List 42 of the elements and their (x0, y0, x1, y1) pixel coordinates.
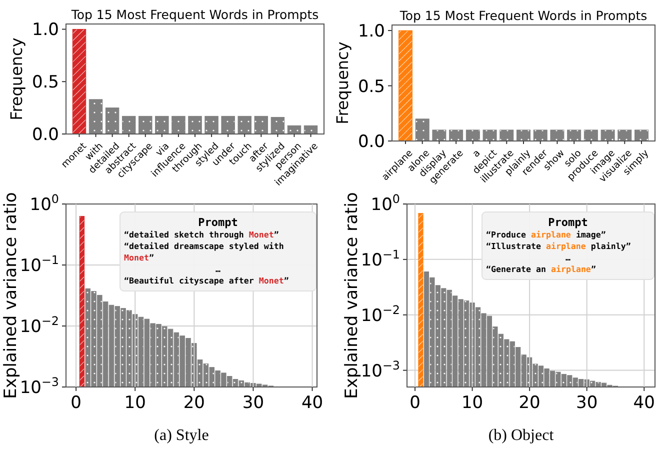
y-axis-title: Explained variance ratio (342, 192, 362, 399)
y-tick-label: 10$^{−2}$ (20, 314, 59, 337)
y-tick-label: 10$^{0}$ (30, 192, 59, 215)
annotation: “detailed sketch through Monet” (124, 230, 279, 240)
x-tick-label: 30 (576, 393, 598, 413)
x-tick-label: 20 (518, 393, 540, 413)
y-tick-label: 10$^{−1}$ (360, 247, 400, 270)
y-axis-title: Explained variance ratio (1, 192, 21, 399)
annotation: “Illustrate airplane plainly” (486, 241, 631, 251)
y-tick-label: 10$^{0}$ (370, 192, 400, 215)
annotation: … (566, 252, 570, 262)
annotation: “Beautiful cityscape after Monet” (124, 276, 289, 286)
y-tick-label: 10$^{−3}$ (20, 375, 59, 398)
y-tick-label: 0.0 (32, 125, 59, 145)
y-tick-label: 1.0 (32, 20, 59, 40)
x-tick-label: 40 (301, 393, 324, 413)
y-tick-label: 10$^{−3}$ (360, 358, 400, 382)
y-tick-label: 0.0 (358, 132, 385, 152)
y-axis-title: Frequency (333, 42, 352, 124)
chart-title: Top 15 Most Frequent Words in Prompts (398, 8, 648, 23)
annotation: “Generate an airplane” (486, 264, 596, 274)
y-tick-label: 0.5 (358, 76, 385, 97)
annotation: “Produce airplane image” (486, 230, 606, 240)
annotation: … (216, 264, 220, 274)
y-tick-label: 10$^{−2}$ (360, 302, 400, 326)
annotation: Prompt (548, 216, 588, 229)
text: “detailed dreamscape styled with Monet” (124, 241, 284, 262)
text: (b) Object (488, 427, 554, 444)
x-tick-label: 40 (633, 393, 655, 413)
x-tick-label: 10 (124, 393, 146, 413)
y-axis-title: Frequency (7, 38, 26, 120)
x-tick-label: 0 (70, 393, 82, 413)
y-tick-label: 0.5 (32, 72, 59, 93)
x-tick-label: 30 (242, 393, 264, 413)
annotation: Prompt (198, 216, 238, 229)
y-tick-label: 10$^{−1}$ (20, 253, 59, 276)
chart-title: Top 15 Most Frequent Words in Prompts (70, 7, 319, 22)
text: (a) Style (154, 427, 209, 444)
y-tick-label: 1.0 (358, 22, 385, 42)
x-tick-label: 10 (461, 393, 484, 413)
x-tick-label: 20 (183, 393, 205, 413)
x-tick-label: 0 (410, 393, 420, 413)
